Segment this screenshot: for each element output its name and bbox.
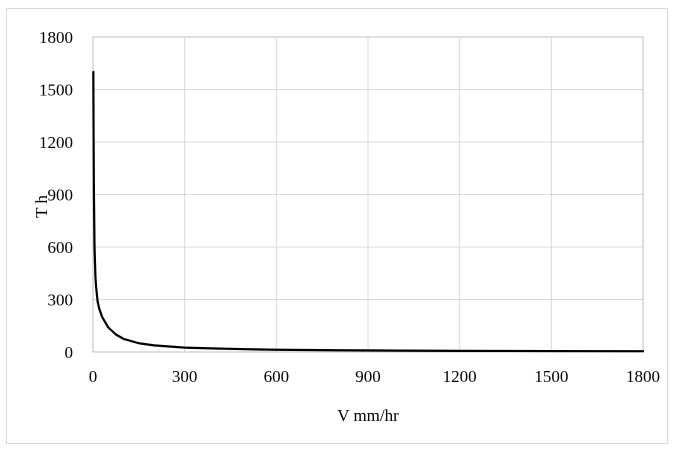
y-axis-title: T h	[32, 195, 51, 218]
x-tick-label: 300	[172, 367, 198, 386]
grid	[93, 37, 643, 352]
x-axis-title: V mm/hr	[337, 406, 399, 425]
y-tick-label: 1200	[39, 133, 73, 152]
x-tick-label: 600	[264, 367, 290, 386]
series-layer	[92, 70, 645, 353]
x-tick-label: 1200	[443, 367, 477, 386]
x-tick-label: 900	[355, 367, 381, 386]
y-tick-label: 300	[48, 291, 74, 310]
tick-labels: 0 300 600 900 1200 1500 1800 0 300 600 900 1200 1500…	[39, 28, 660, 386]
chart-frame	[6, 8, 668, 444]
y-tick-label: 1800	[39, 28, 73, 47]
y-tick-label: 1500	[39, 81, 73, 100]
y-tick-label: 900	[48, 186, 74, 205]
y-tick-label: 600	[48, 238, 74, 257]
x-tick-label: 1800	[626, 367, 660, 386]
series-line-0	[92, 70, 645, 353]
x-tick-label: 1500	[534, 367, 568, 386]
y-tick-label: 0	[65, 343, 74, 362]
x-tick-label: 0	[89, 367, 98, 386]
